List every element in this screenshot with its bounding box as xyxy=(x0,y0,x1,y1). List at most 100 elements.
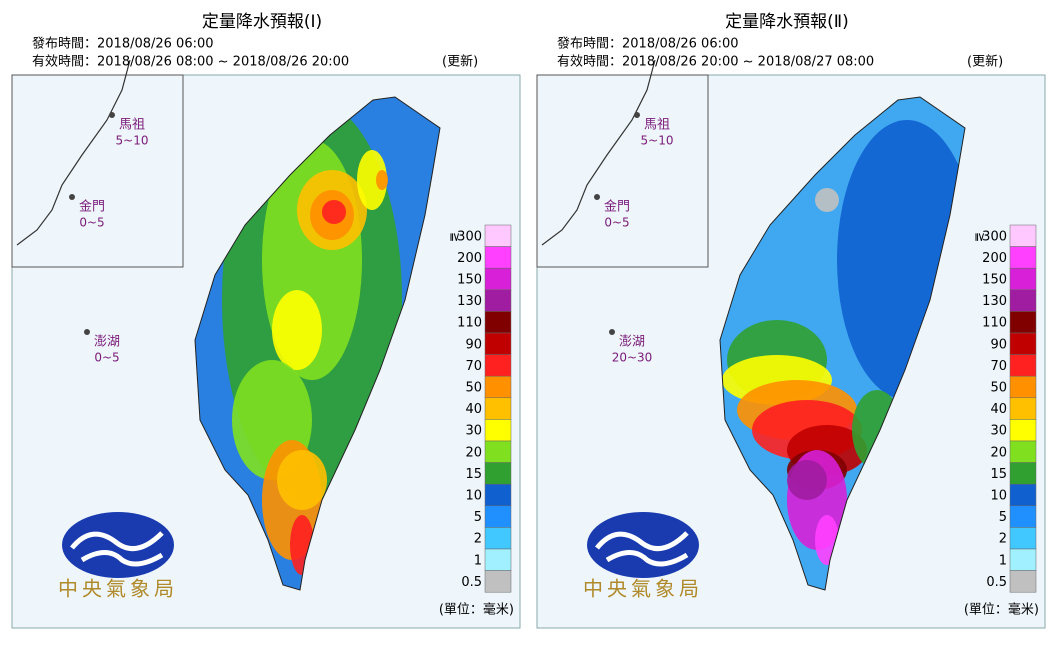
island-range: 20~30 xyxy=(612,351,653,365)
island xyxy=(69,194,75,200)
legend-label: 1 xyxy=(474,553,482,568)
island-name: 澎湖 xyxy=(619,335,645,350)
legend-swatch xyxy=(1009,397,1037,420)
legend-swatch xyxy=(1009,332,1037,355)
legend-label: 5 xyxy=(999,510,1007,525)
legend-label: 15 xyxy=(465,467,482,482)
agency: 中央氣象局 xyxy=(58,577,178,601)
legend-label: 90 xyxy=(990,337,1007,352)
update: (更新) xyxy=(967,54,1003,70)
legend-label: 20 xyxy=(990,445,1007,460)
legend-label: 130 xyxy=(982,294,1007,309)
rain-area xyxy=(815,188,839,212)
legend-swatch xyxy=(1009,246,1037,269)
legend-prefix: ≧ xyxy=(449,232,463,242)
island-range: 0~5 xyxy=(79,216,104,230)
legend-swatch xyxy=(1009,462,1037,485)
title: 定量降水預報(Ⅱ) xyxy=(725,12,849,32)
legend-label: 70 xyxy=(465,359,482,374)
coastline xyxy=(194,96,441,591)
legend-label: 300 xyxy=(982,229,1007,244)
unit: (單位：毫米) xyxy=(964,602,1039,618)
legend-label: 110 xyxy=(982,316,1007,331)
legend-label: 0.5 xyxy=(461,575,482,590)
legend-prefix: ≧ xyxy=(974,232,988,242)
legend-label: 1 xyxy=(999,553,1007,568)
island xyxy=(609,329,615,335)
legend-label: 200 xyxy=(982,251,1007,266)
legend-swatch xyxy=(484,332,512,355)
coast xyxy=(541,59,656,246)
legend-swatch xyxy=(484,419,512,442)
island xyxy=(109,112,115,118)
legend-swatch xyxy=(1009,311,1037,334)
legend-label: 40 xyxy=(465,402,482,417)
island-name: 馬祖 xyxy=(119,118,145,133)
legend-label: 50 xyxy=(990,381,1007,396)
legend-swatch xyxy=(484,267,512,291)
legend-label: 2 xyxy=(999,532,1007,547)
legend-swatch xyxy=(1009,505,1037,528)
legend-swatch xyxy=(1009,548,1037,571)
legend-label: 5 xyxy=(474,510,482,525)
island xyxy=(634,112,640,118)
legend-label: 90 xyxy=(465,337,482,352)
legend-swatch xyxy=(484,375,512,399)
legend-label: 10 xyxy=(990,489,1007,504)
legend-label: 30 xyxy=(465,424,482,439)
legend-swatch xyxy=(484,570,512,593)
legend-swatch xyxy=(484,289,512,312)
agency: 中央氣象局 xyxy=(583,577,703,601)
legend-label: 10 xyxy=(465,489,482,504)
panel: 馬祖5~10金門0~5澎湖0~5定量降水預報(Ⅰ)發布時間：2018/08/26… xyxy=(11,12,521,629)
legend-swatch xyxy=(1009,354,1037,377)
rain-area xyxy=(322,200,346,224)
legend-swatch xyxy=(484,440,512,463)
logo-swirl xyxy=(595,531,689,567)
legend-label: 2 xyxy=(474,532,482,547)
island-name: 馬祖 xyxy=(644,118,670,133)
coast xyxy=(16,59,131,246)
unit: (單位：毫米) xyxy=(439,602,514,618)
legend-swatch xyxy=(484,311,512,334)
legend-swatch xyxy=(1009,527,1037,550)
legend-label: 15 xyxy=(990,467,1007,482)
island-name: 金門 xyxy=(79,199,105,215)
legend-label: 200 xyxy=(457,251,482,266)
coastline xyxy=(719,96,966,591)
island-name: 金門 xyxy=(604,199,630,215)
legend-label: 70 xyxy=(990,359,1007,374)
legend-swatch xyxy=(484,397,512,420)
legend-label: 130 xyxy=(457,294,482,309)
inset-box xyxy=(536,74,709,268)
legend-label: 300 xyxy=(457,229,482,244)
title: 定量降水預報(Ⅰ) xyxy=(202,12,322,32)
legend-label: 50 xyxy=(465,381,482,396)
legend-label: 0.5 xyxy=(986,575,1007,590)
rain-area xyxy=(376,170,388,190)
island-range: 5~10 xyxy=(116,134,149,148)
legend-swatch xyxy=(484,246,512,269)
legend-swatch xyxy=(1009,570,1037,593)
legend-swatch xyxy=(1009,419,1037,442)
issued: 發布時間：2018/08/26 06:00 xyxy=(557,37,739,52)
legend-swatch xyxy=(1009,267,1037,291)
island-range: 0~5 xyxy=(604,216,629,230)
legend-swatch xyxy=(484,548,512,571)
legend-swatch xyxy=(484,462,512,485)
valid: 有效時間：2018/08/26 20:00 ~ 2018/08/27 08:00 xyxy=(557,55,874,70)
legend-swatch xyxy=(484,354,512,377)
legend-swatch xyxy=(484,483,512,507)
legend-swatch xyxy=(484,527,512,550)
legend-label: 110 xyxy=(457,316,482,331)
island xyxy=(84,329,90,335)
legend-label: 30 xyxy=(990,424,1007,439)
rain-area xyxy=(357,150,387,210)
island-range: 5~10 xyxy=(641,134,674,148)
legend-swatch xyxy=(1009,224,1037,247)
inset-box xyxy=(11,74,184,268)
legend-swatch xyxy=(1009,289,1037,312)
legend-label: 40 xyxy=(990,402,1007,417)
rain-area xyxy=(787,460,827,500)
